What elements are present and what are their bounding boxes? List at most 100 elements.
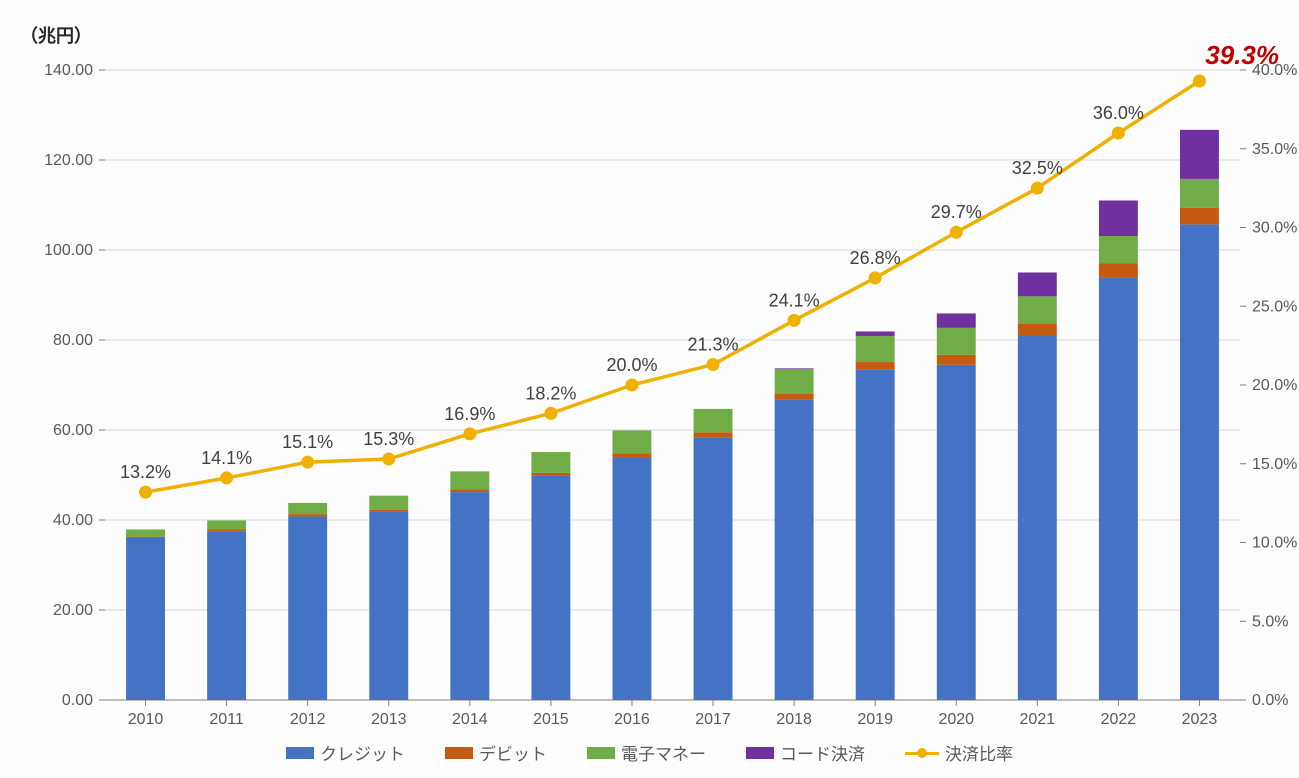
y-right-tick-label: 0.0% — [1252, 692, 1288, 709]
x-tick-label: 2016 — [614, 711, 650, 728]
bar-credit — [531, 476, 570, 700]
ratio-data-label: 16.9% — [444, 404, 495, 424]
ratio-data-label: 26.8% — [850, 248, 901, 268]
legend-debit-swatch — [445, 747, 473, 759]
y-left-tick-label: 60.00 — [53, 422, 93, 439]
legend-emoney-swatch — [587, 747, 615, 759]
bar-emoney — [369, 496, 408, 510]
x-tick-label: 2012 — [290, 711, 326, 728]
ratio-marker — [302, 456, 314, 468]
ratio-marker — [869, 272, 881, 284]
bar-emoney — [1180, 179, 1219, 208]
legend-debit: デビット — [445, 740, 547, 765]
ratio-data-label: 29.7% — [931, 202, 982, 222]
bar-debit — [1180, 208, 1219, 225]
y-right-tick-label: 5.0% — [1252, 613, 1288, 630]
y-right-tick-label: 30.0% — [1252, 220, 1297, 237]
bar-debit — [126, 537, 165, 538]
bar-credit — [694, 437, 733, 700]
bar-debit — [288, 514, 327, 516]
bar-credit — [450, 492, 489, 700]
legend-ratio-label: 決済比率 — [945, 740, 1013, 765]
y-left-tick-label: 40.00 — [53, 512, 93, 529]
x-tick-label: 2021 — [1020, 711, 1056, 728]
ratio-marker — [1031, 182, 1043, 194]
ratio-marker — [626, 379, 638, 391]
y-right-tick-label: 25.0% — [1252, 298, 1297, 315]
bar-emoney — [856, 336, 895, 362]
ratio-marker — [1193, 75, 1205, 87]
bar-debit — [531, 473, 570, 476]
y-left-tick-label: 0.00 — [62, 692, 93, 709]
ratio-data-label: 36.0% — [1093, 103, 1144, 123]
ratio-data-label: 18.2% — [525, 383, 576, 403]
bar-debit — [1099, 264, 1138, 278]
y-left-tick-label: 120.00 — [44, 152, 93, 169]
bar-debit — [1018, 323, 1057, 335]
bar-debit — [450, 489, 489, 492]
y-right-tick-label: 20.0% — [1252, 377, 1297, 394]
bar-emoney — [694, 409, 733, 432]
bar-debit — [856, 362, 895, 370]
legend-ratio: 決済比率 — [905, 740, 1013, 765]
x-tick-label: 2011 — [209, 711, 244, 728]
legend-credit: クレジット — [286, 740, 405, 765]
legend-ratio-swatch — [905, 746, 939, 760]
ratio-data-label: 15.3% — [363, 429, 414, 449]
bar-credit — [775, 400, 814, 700]
ratio-marker — [383, 453, 395, 465]
bar-emoney — [937, 328, 976, 355]
ratio-data-label: 20.0% — [606, 355, 657, 375]
legend-credit-label: クレジット — [320, 740, 405, 765]
bar-debit — [613, 453, 652, 457]
y-axis-unit-label: （兆円） — [20, 22, 92, 48]
bar-credit — [288, 516, 327, 700]
bar-code — [856, 331, 895, 336]
chart-container: （兆円） 39.3% 0.0020.0040.0060.0080.00100.0… — [0, 0, 1299, 778]
bar-code — [1018, 273, 1057, 297]
bar-credit — [937, 365, 976, 700]
bar-credit — [1018, 336, 1057, 701]
bar-credit — [207, 531, 246, 700]
ratio-data-label: 24.1% — [769, 290, 820, 310]
y-right-tick-label: 15.0% — [1252, 456, 1297, 473]
ratio-marker — [788, 314, 800, 326]
bar-credit — [1180, 224, 1219, 700]
legend-emoney-label: 電子マネー — [621, 740, 706, 765]
bar-code — [775, 368, 814, 369]
y-left-tick-label: 80.00 — [53, 332, 93, 349]
ratio-data-label: 21.3% — [688, 335, 739, 355]
y-left-tick-label: 20.00 — [53, 602, 93, 619]
x-tick-label: 2022 — [1101, 711, 1137, 728]
bar-debit — [369, 510, 408, 512]
x-tick-label: 2013 — [371, 711, 407, 728]
ratio-marker — [140, 486, 152, 498]
bar-emoney — [613, 430, 652, 453]
bar-code — [1099, 201, 1138, 237]
ratio-marker — [1112, 127, 1124, 139]
bar-debit — [775, 394, 814, 400]
x-tick-label: 2018 — [776, 711, 812, 728]
ratio-marker — [950, 226, 962, 238]
bar-credit — [126, 538, 165, 700]
bar-emoney — [531, 452, 570, 473]
legend-code-label: コード決済 — [780, 740, 865, 765]
y-right-tick-label: 35.0% — [1252, 141, 1297, 158]
bar-emoney — [126, 529, 165, 536]
x-tick-label: 2017 — [695, 711, 731, 728]
x-tick-label: 2014 — [452, 711, 488, 728]
ratio-marker — [707, 359, 719, 371]
bar-credit — [613, 457, 652, 700]
bar-code — [937, 313, 976, 327]
bar-debit — [937, 355, 976, 365]
bar-credit — [856, 370, 895, 700]
bar-emoney — [775, 369, 814, 394]
ratio-marker — [464, 428, 476, 440]
bar-debit — [694, 432, 733, 437]
bar-emoney — [207, 520, 246, 529]
ratio-data-label: 13.2% — [120, 462, 171, 482]
legend-code: コード決済 — [746, 740, 865, 765]
bar-credit — [369, 512, 408, 700]
ratio-data-label: 15.1% — [282, 432, 333, 452]
y-left-tick-label: 100.00 — [44, 242, 93, 259]
